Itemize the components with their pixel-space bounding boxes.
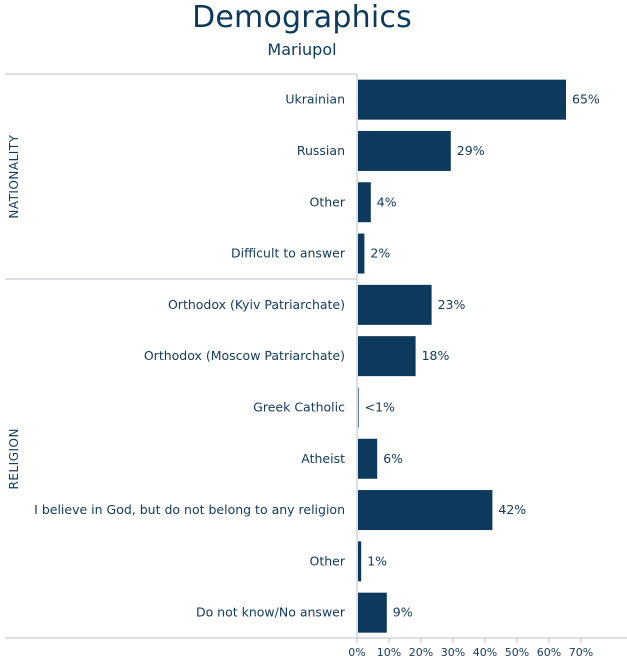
- value-label: 18%: [422, 348, 450, 363]
- bar-nationality-1: [358, 130, 451, 171]
- chart-subtitle: Mariupol: [267, 40, 337, 59]
- x-tick-label: 30%: [441, 646, 465, 656]
- value-label: 1%: [367, 553, 387, 568]
- value-label: 4%: [377, 194, 397, 209]
- category-label: Atheist: [301, 451, 345, 466]
- x-tick-label: 20%: [409, 646, 433, 656]
- value-label: 29%: [457, 143, 485, 158]
- value-label: 65%: [572, 92, 600, 107]
- category-label: Greek Catholic: [253, 399, 345, 414]
- category-label: Orthodox (Moscow Patriarchate): [144, 348, 345, 363]
- bar-religion-6: [358, 592, 387, 633]
- x-tick-label: 40%: [473, 646, 497, 656]
- x-tick-label: 0%: [348, 646, 365, 656]
- x-tick-label: 10%: [377, 646, 401, 656]
- value-label: 23%: [438, 297, 466, 312]
- value-label: 42%: [498, 502, 526, 517]
- group-labels-layer: NATIONALITY RELIGION: [7, 134, 21, 489]
- x-tick-label: 50%: [505, 646, 529, 656]
- category-label: Other: [310, 553, 346, 568]
- category-label: Orthodox (Kyiv Patriarchate): [168, 297, 345, 312]
- chart-title: Demographics: [192, 0, 412, 35]
- value-label: 6%: [383, 451, 403, 466]
- value-label: 9%: [393, 605, 413, 620]
- bar-religion-4: [358, 490, 493, 531]
- x-tick-label: 70%: [569, 646, 593, 656]
- category-label: I believe in God, but do not belong to a…: [34, 502, 345, 517]
- bar-religion-5: [358, 541, 362, 582]
- group-label-nationality: NATIONALITY: [7, 134, 21, 218]
- category-label: Difficult to answer: [231, 246, 346, 261]
- bars-layer: Ukrainian 65% Russian 29% Other 4% Difficult t…: [34, 79, 600, 633]
- bar-nationality-3: [358, 233, 365, 274]
- category-label: Do not know/No answer: [196, 605, 346, 620]
- category-label: Ukrainian: [285, 92, 345, 107]
- value-label: 2%: [370, 246, 390, 261]
- bar-religion-2: [358, 387, 359, 428]
- bar-religion-3: [358, 438, 378, 479]
- category-label: Russian: [297, 143, 345, 158]
- x-tick-label: 60%: [537, 646, 561, 656]
- category-label: Other: [310, 194, 346, 209]
- x-ticks-layer: 0% 10% 20% 30% 40% 50% 60% 70%: [348, 638, 593, 656]
- bar-religion-1: [358, 336, 416, 377]
- bar-religion-0: [358, 284, 432, 325]
- group-label-religion: RELIGION: [7, 428, 21, 489]
- value-label: <1%: [365, 399, 395, 414]
- bar-nationality-2: [358, 182, 371, 223]
- bar-nationality-0: [358, 79, 566, 120]
